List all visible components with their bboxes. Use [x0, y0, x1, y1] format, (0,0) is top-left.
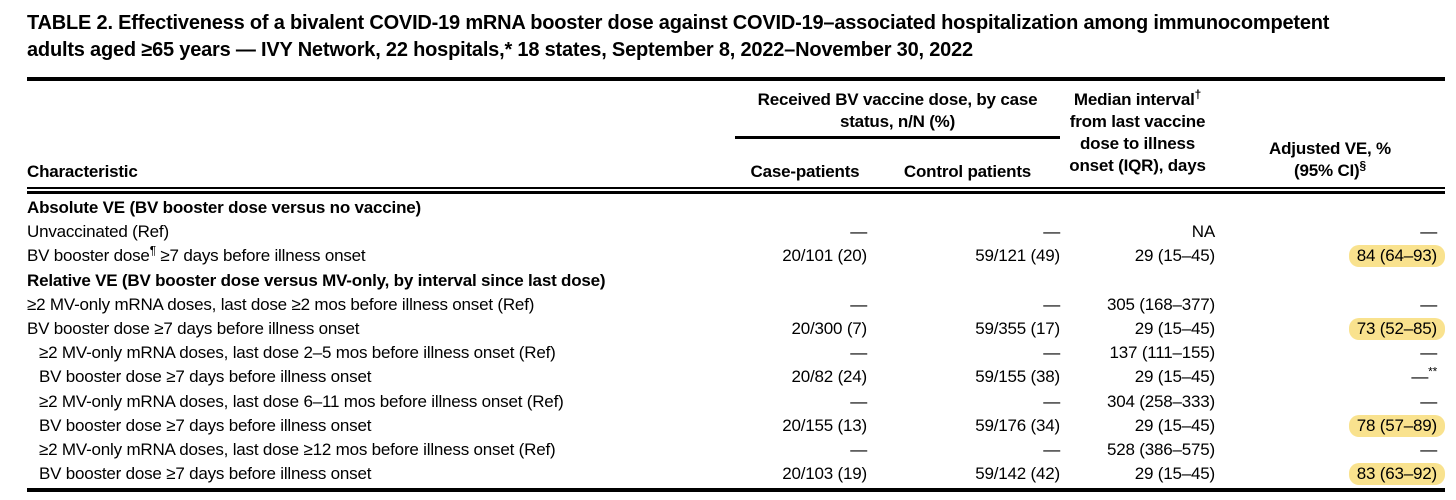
- footnote-dagger: †: [1194, 87, 1202, 102]
- header-rule: [27, 187, 1445, 194]
- median-interval-cell: 29 (15–45): [1134, 246, 1215, 266]
- control-patients-cell: 59/155 (38): [975, 367, 1060, 387]
- ve-value: 78 (57–89): [1348, 414, 1445, 437]
- table-row: BV booster dose ≥7 days before illness o…: [27, 365, 1445, 389]
- column-header-case-patients: Case-patients: [750, 162, 860, 181]
- table-row: BV booster dose ≥7 days before illness o…: [27, 317, 1445, 341]
- control-patients-cell: —: [1043, 439, 1060, 459]
- median-interval-cell: 528 (386–575): [1107, 439, 1215, 459]
- column-group-rule: [735, 136, 1060, 139]
- adjusted-ve-cell: 73 (52–85): [1215, 318, 1445, 341]
- case-patients-cell: —: [850, 439, 867, 459]
- control-patients-cell: —: [1043, 294, 1060, 314]
- table-header: Characteristic Received BV vaccine dose,…: [27, 81, 1445, 187]
- characteristic-cell: ≥2 MV-only mRNA doses, last dose 6–11 mo…: [39, 391, 564, 411]
- footnote-section-mark: §: [1359, 158, 1367, 173]
- adjusted-ve-cell: —: [1215, 295, 1445, 315]
- control-patients-cell: —: [1043, 391, 1060, 411]
- table-row: ≥2 MV-only mRNA doses, last dose ≥12 mos…: [27, 438, 1445, 462]
- characteristic-cell: ≥2 MV-only mRNA doses, last dose 2–5 mos…: [39, 343, 556, 363]
- adjusted-ve-cell: —**: [1215, 364, 1445, 387]
- characteristic-cell: BV booster dose ≥7 days before illness o…: [27, 319, 360, 339]
- control-patients-cell: 59/355 (17): [975, 319, 1060, 339]
- table-row: BV booster dose ≥7 days before illness o…: [27, 462, 1445, 486]
- table-row: BV booster dose¶ ≥7 days before illness …: [27, 244, 1445, 268]
- adjusted-ve-cell: —: [1215, 343, 1445, 363]
- median-interval-cell: 137 (111–155): [1109, 343, 1216, 363]
- column-group-received-bv-dose: Received BV vaccine dose, by case status…: [735, 89, 1060, 187]
- case-patients-cell: —: [850, 343, 867, 363]
- ve-value: 73 (52–85): [1348, 318, 1445, 341]
- case-patients-cell: —: [850, 294, 867, 314]
- ve-value: —: [1420, 222, 1437, 242]
- characteristic-cell: ≥2 MV-only mRNA doses, last dose ≥2 mos …: [27, 294, 535, 314]
- table-row: ≥2 MV-only mRNA doses, last dose 6–11 mo…: [27, 390, 1445, 414]
- section-header-label: Absolute VE (BV booster dose versus no v…: [27, 198, 421, 218]
- table-row: ≥2 MV-only mRNA doses, last dose ≥2 mos …: [27, 293, 1445, 317]
- control-patients-cell: —: [1043, 222, 1060, 242]
- adjusted-ve-cell: 78 (57–89): [1215, 414, 1445, 437]
- adjusted-ve-cell: 83 (63–92): [1215, 463, 1445, 486]
- case-patients-cell: 20/103 (19): [782, 464, 867, 484]
- median-interval-cell: NA: [1191, 222, 1215, 242]
- characteristic-cell: BV booster dose ≥7 days before illness o…: [39, 464, 372, 484]
- median-interval-cell: 29 (15–45): [1134, 367, 1215, 387]
- footnote-double-asterisk: **: [1428, 364, 1437, 379]
- table-title: TABLE 2. Effectiveness of a bivalent COV…: [27, 10, 1445, 64]
- control-patients-cell: 59/121 (49): [975, 246, 1060, 266]
- adjusted-ve-cell: 84 (64–93): [1215, 245, 1445, 268]
- column-group-title: Received BV vaccine dose, by case status…: [735, 89, 1060, 133]
- column-header-median-interval: Median interval† from last vaccine dose …: [1069, 87, 1206, 175]
- table-row: BV booster dose ≥7 days before illness o…: [27, 414, 1445, 438]
- column-header-characteristic: Characteristic: [27, 162, 138, 181]
- case-patients-cell: —: [850, 391, 867, 411]
- adjusted-ve-cell: —: [1215, 440, 1445, 460]
- case-patients-cell: 20/155 (13): [782, 415, 867, 435]
- characteristic-cell: BV booster dose ≥7 days before illness o…: [39, 367, 372, 387]
- case-patients-cell: —: [850, 222, 867, 242]
- case-patients-cell: 20/82 (24): [791, 367, 868, 387]
- ve-value: 83 (63–92): [1348, 463, 1445, 486]
- case-patients-cell: 20/300 (7): [791, 319, 868, 339]
- median-interval-cell: 29 (15–45): [1134, 319, 1215, 339]
- column-subheaders: Case-patients Control patients: [735, 139, 1060, 187]
- table-title-line1: TABLE 2. Effectiveness of a bivalent COV…: [27, 12, 1330, 34]
- median-interval-cell: 29 (15–45): [1134, 464, 1215, 484]
- case-patients-cell: 20/101 (20): [782, 246, 867, 266]
- median-interval-cell: 29 (15–45): [1134, 415, 1215, 435]
- table-body: Absolute VE (BV booster dose versus no v…: [27, 196, 1445, 486]
- characteristic-cell: ≥2 MV-only mRNA doses, last dose ≥12 mos…: [39, 439, 556, 459]
- table-section-row: Absolute VE (BV booster dose versus no v…: [27, 196, 1445, 220]
- characteristic-cell: BV booster dose ≥7 days before illness o…: [39, 415, 372, 435]
- control-patients-cell: —: [1043, 343, 1060, 363]
- table-section-row: Relative VE (BV booster dose versus MV-o…: [27, 269, 1445, 293]
- table-title-line2: adults aged ≥65 years — IVY Network, 22 …: [27, 39, 973, 61]
- table-row: Unvaccinated (Ref) — — NA —: [27, 220, 1445, 244]
- median-interval-cell: 305 (168–377): [1107, 294, 1215, 314]
- footnote-pilcrow: ¶: [149, 243, 156, 258]
- median-interval-cell: 304 (258–333): [1107, 391, 1215, 411]
- title-rule: [27, 77, 1445, 81]
- characteristic-cell: Unvaccinated (Ref): [27, 222, 169, 242]
- characteristic-cell: BV booster dose¶ ≥7 days before illness …: [27, 243, 366, 266]
- adjusted-ve-cell: —: [1215, 222, 1445, 242]
- column-header-control-patients: Control patients: [903, 162, 1032, 181]
- table-row: ≥2 MV-only mRNA doses, last dose 2–5 mos…: [27, 341, 1445, 365]
- column-group-title-line1: Received BV vaccine dose, by case: [757, 90, 1038, 109]
- ve-value: —: [1420, 391, 1437, 411]
- column-header-adjusted-ve: Adjusted VE, % (95% CI)§: [1269, 139, 1391, 180]
- control-patients-cell: 59/142 (42): [975, 464, 1060, 484]
- ve-value: —: [1420, 294, 1437, 314]
- ve-value: —: [1420, 439, 1437, 459]
- bottom-rule: [27, 488, 1445, 493]
- ve-value: —**: [1411, 364, 1437, 387]
- ve-value: —: [1420, 343, 1437, 363]
- section-header-label: Relative VE (BV booster dose versus MV-o…: [27, 270, 606, 290]
- ve-value: 84 (64–93): [1348, 245, 1445, 268]
- control-patients-cell: 59/176 (34): [975, 415, 1060, 435]
- column-group-title-line2: status, n/N (%): [839, 112, 956, 131]
- adjusted-ve-cell: —: [1215, 392, 1445, 412]
